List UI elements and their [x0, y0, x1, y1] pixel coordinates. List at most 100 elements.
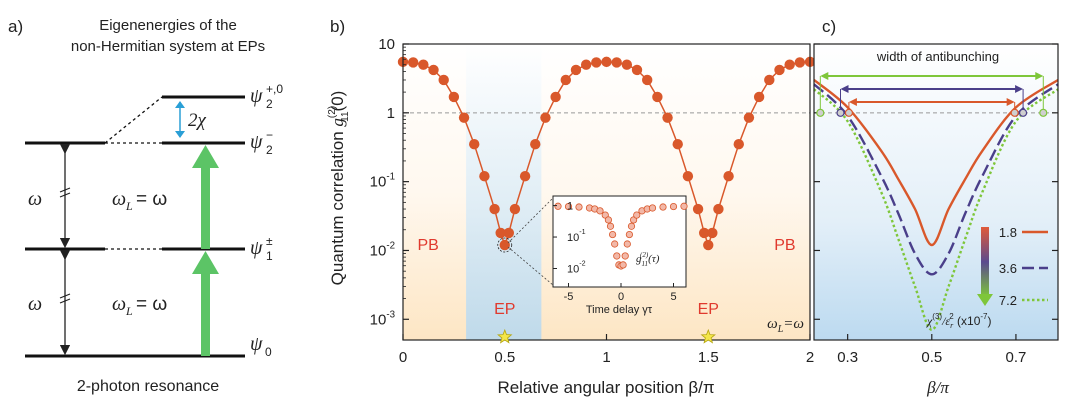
panel-b-data-point — [601, 56, 612, 68]
inset-connector-top — [507, 197, 554, 244]
omega-label-upper: ω — [28, 188, 42, 210]
panel-c-series-1.8 — [813, 78, 1059, 247]
legend-label-7.2: 7.2 — [999, 293, 1017, 308]
panel-b-xtick-label: 0.5 — [494, 349, 515, 366]
panel-b-data-point — [458, 112, 470, 123]
width-arrowhead-right — [1035, 72, 1044, 80]
width-crossing-marker — [816, 108, 825, 117]
panel-c-series-7.2 — [813, 88, 1059, 332]
svg-text:ψ: ψ — [250, 333, 263, 355]
inset-data-point — [613, 252, 621, 260]
inset-data-point — [554, 202, 562, 210]
panel-c-xtick-label: 0.7 — [1006, 349, 1027, 366]
panel-b-data-point — [495, 227, 506, 239]
inset-data-point — [619, 261, 627, 269]
label-psi2-plus: ψ +,0 2 — [250, 82, 283, 111]
panel-b-data-point — [503, 227, 515, 239]
inset-data-point — [648, 204, 657, 212]
inset-data-point — [604, 216, 613, 224]
panel-b-data-point — [499, 239, 510, 251]
svg-text:±: ± — [266, 234, 273, 248]
legend-title: χ(3)/εr2 (x10-7) — [926, 312, 992, 330]
svg-text:= ω: = ω — [136, 294, 167, 315]
legend-gradient-bar — [981, 227, 989, 297]
inset-ytick-label: 1 — [567, 201, 573, 213]
inset-data-point — [659, 203, 667, 211]
panel-b-data-point — [682, 170, 694, 182]
width-arrows — [816, 72, 1048, 117]
panel-b-data-point — [723, 170, 734, 182]
panel-b-data-point — [753, 91, 765, 103]
panel-b-data-point — [642, 74, 653, 86]
inset-data-point — [621, 252, 629, 260]
chi-label: 2χ — [188, 110, 207, 131]
panel-b-data-point — [707, 227, 718, 239]
panel-b-data-point — [489, 203, 500, 215]
panel-b-ytick-label: 10-2 — [370, 240, 395, 259]
inset-data-point — [575, 203, 583, 211]
omega-L-label-lower: ω L = ω — [112, 293, 167, 318]
inset-data-point — [627, 222, 636, 230]
width-crossing-marker — [1018, 108, 1028, 117]
panel-c-legend: 1.8 3.6 7.2 — [999, 225, 1048, 308]
panel-b-curve-group — [397, 56, 816, 253]
panel-b-label: b) — [330, 17, 345, 36]
panel-c-series-3.6 — [813, 83, 1059, 276]
panel-c: c) 0.3 0.5 0.7 width of antibunching β/π 1… — [813, 17, 1059, 397]
panel-b-data-point — [570, 64, 582, 76]
width-crossing-marker — [1039, 108, 1048, 117]
svg-text:L: L — [125, 304, 133, 318]
panel-b-data-point — [621, 59, 633, 70]
panel-b-data-point — [672, 138, 683, 150]
panel-b-data-point — [662, 112, 673, 123]
width-crossing-marker — [844, 108, 854, 117]
green-arrowhead-upper — [192, 145, 219, 168]
inset-data-point — [633, 211, 641, 219]
panel-b-data-point — [509, 203, 521, 215]
inset-xtick-label: 5 — [670, 291, 676, 303]
panel-c-curves — [813, 78, 1059, 332]
panel-b-ytick-label: 10-3 — [370, 309, 395, 328]
panel-c-xlabel: β/π — [926, 378, 949, 397]
panel-b-xtick-label: 1.5 — [698, 349, 719, 366]
panel-b-data-point — [611, 57, 622, 68]
legend-arrowhead — [977, 294, 993, 306]
inset-curve-group — [554, 202, 688, 270]
inset-xtick-label: 0 — [618, 291, 624, 303]
svg-text:ψ: ψ — [250, 85, 263, 107]
panel-c-frame — [813, 43, 1059, 341]
green-arrow-shaft-upper — [201, 168, 210, 249]
inset-data-point — [596, 207, 604, 215]
panel-c-axes: 0.3 0.5 0.7 — [814, 43, 1058, 366]
panel-c-xtick-label: 0.3 — [837, 349, 858, 366]
panel-b-data-point — [652, 91, 663, 103]
legend-label-3.6: 3.6 — [999, 261, 1017, 276]
svg-text:ψ: ψ — [250, 237, 263, 259]
label-psi2-minus: ψ − 2 — [250, 128, 273, 157]
panel-b-data-point — [703, 239, 714, 251]
width-arrowhead-left — [820, 72, 829, 80]
label-psi1: ψ ± 1 — [250, 234, 273, 263]
inset-data-point — [669, 202, 678, 211]
svg-text:= ω: = ω — [136, 189, 167, 210]
inset-data-point — [680, 202, 688, 210]
panel-b-annotation: PB — [417, 237, 438, 254]
panel-b-data-point — [448, 91, 460, 103]
panel-b-xtick-label: 0 — [399, 349, 407, 366]
panel-b-data-point — [591, 57, 602, 68]
legend-label-1.8: 1.8 — [999, 225, 1017, 240]
inset-ytick-label: 10-2 — [567, 259, 586, 275]
panel-b-data-point — [479, 170, 490, 182]
inset-data-point — [625, 230, 634, 239]
panel-b-background — [403, 44, 810, 340]
inset-data-point — [564, 202, 573, 211]
panel-c-xtick-label: 0.5 — [921, 349, 942, 366]
panel-a-label: a) — [8, 17, 23, 36]
svg-text:2: 2 — [266, 97, 273, 111]
panel-b-data-point — [580, 59, 592, 70]
panel-b-data-point — [407, 57, 419, 68]
inset-data-point — [611, 240, 619, 248]
inset-frame — [552, 195, 687, 288]
axis-break-upper — [59, 187, 71, 198]
